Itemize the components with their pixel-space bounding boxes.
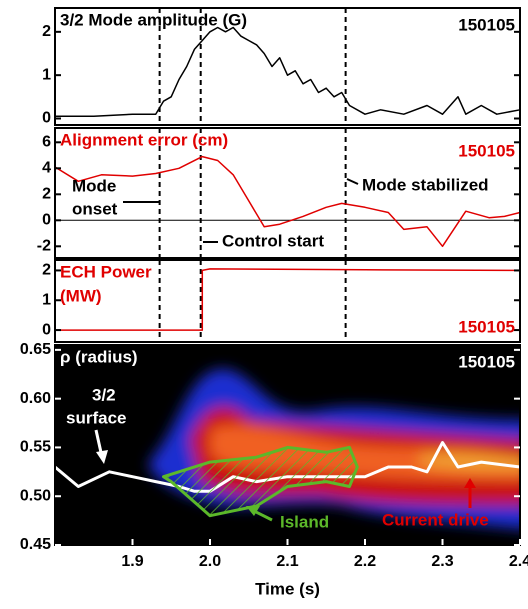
island-outline [162,445,359,518]
annotation: Mode [72,176,116,195]
panel-title: (MW) [60,286,102,305]
y-tick-label: -2 [37,238,51,255]
shot-number: 150105 [458,317,515,336]
x-tick-label: 2.0 [199,553,221,570]
arrow-head [464,478,476,488]
annotation: surface [66,408,126,427]
y-tick-label: 2 [42,262,51,279]
panel-frame [54,127,521,259]
arrow-head [246,506,260,516]
x-tick-label: 2.4 [509,553,528,570]
y-tick-label: 1 [42,291,51,308]
y-tick-label: 0.45 [20,536,51,553]
x-tick-label: 2.1 [276,553,298,570]
annotation: 3/2 [92,385,116,404]
y-tick-label: 0 [42,321,51,338]
shot-number: 150105 [458,352,515,371]
annotation: Current drive [382,510,489,529]
panel-title: ECH Power [60,262,152,281]
y-tick-label: 2 [42,186,51,203]
series-line [54,155,521,248]
x-tick-label: 2.2 [354,553,376,570]
x-axis-label: Time (s) [255,579,320,598]
panel-title: 3/2 Mode amplitude (G) [60,10,247,29]
y-tick-label: 1 [42,66,51,83]
y-tick-label: 4 [42,160,51,177]
annotation: Island [280,512,329,531]
y-tick-label: 0.65 [20,341,51,358]
annotation: Control start [222,231,324,250]
y-tick-label: 2 [42,23,51,40]
y-tick-label: 0 [42,110,51,127]
panel-title: ρ (radius) [60,347,138,366]
series-line [55,26,521,118]
annotation: Mode stabilized [362,175,489,194]
pointer [346,178,359,185]
annotation: onset [72,199,118,218]
panel-frame [54,7,521,126]
shot-number: 150105 [458,15,515,34]
x-tick-label: 1.9 [121,553,143,570]
x-tick-label: 2.3 [431,553,453,570]
y-tick-label: 0 [42,212,51,229]
panel-title: Alignment error (cm) [60,130,228,149]
arrow-head [96,450,108,464]
series-line [55,268,521,331]
y-tick-label: 0.60 [20,390,51,407]
y-tick-label: 6 [42,134,51,151]
y-tick-label: 0.50 [20,487,51,504]
y-tick-label: 0.55 [20,439,51,456]
shot-number: 150105 [458,141,515,160]
